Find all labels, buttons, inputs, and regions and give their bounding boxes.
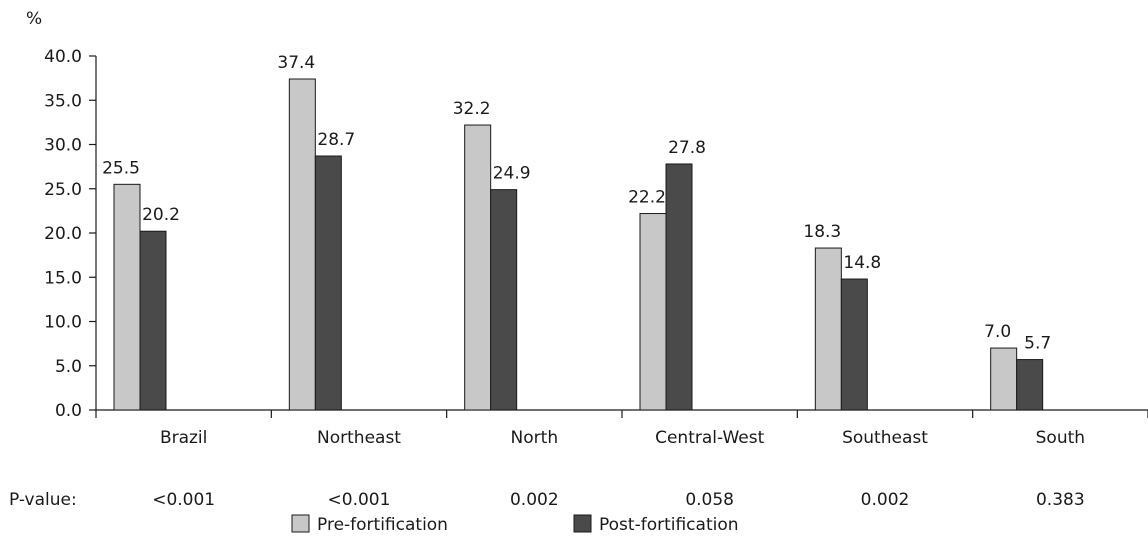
post-fortification-bar [490, 189, 518, 411]
p-value: 0.383 [1036, 490, 1085, 510]
pre-fortification-bar [814, 247, 842, 411]
bars: 25.5 20.2 37.4 28.7 32.2 24.9 22.2 27.8 18.314.8… [102, 53, 1051, 411]
p-value-label: P-value: [9, 490, 77, 510]
y-tick-label: 40.0 [44, 47, 82, 67]
legend-swatch-post-fortification [573, 514, 592, 533]
post-fortification-data-label: 24.9 [493, 164, 531, 184]
pre-fortification-bar [113, 183, 141, 411]
legend-swatch-pre-fortification [291, 514, 310, 533]
pre-fortification-bar [639, 213, 667, 411]
post-fortification-data-label: 20.2 [142, 205, 180, 225]
p-value: 0.002 [510, 490, 559, 510]
p-value-row: P-value: <0.001 <0.001 0.002 0.058 0.002 0.38… [9, 490, 1085, 510]
y-tick-label: 25.0 [44, 180, 82, 200]
pre-fortification-data-label: 22.2 [628, 188, 666, 208]
post-fortification-bar [665, 163, 693, 411]
x-axis: Brazil Northeast North Central-West Southeas… [95, 409, 1148, 448]
y-tick-label: 5.0 [55, 357, 82, 377]
pre-fortification-bar [288, 78, 316, 411]
pre-fortification-data-label: 18.3 [803, 222, 841, 242]
p-value: 0.002 [861, 490, 910, 510]
legend-label-post-fortification: Post-fortification [599, 515, 739, 535]
p-value: 0.058 [685, 490, 734, 510]
post-fortification-bar [139, 230, 167, 411]
x-category-label: Northeast [317, 428, 401, 448]
pre-fortification-data-label: 32.2 [453, 99, 491, 119]
y-axis: 0.0 5.0 10.0 15.0 20.0 25.0 30.0 35.0 40.0 [44, 47, 97, 421]
x-category-label: Brazil [160, 428, 207, 448]
x-category-label: North [511, 428, 559, 448]
pre-fortification-data-label: 7.0 [984, 322, 1011, 342]
x-category-label: Southeast [842, 428, 928, 448]
pre-fortification-bar [990, 347, 1018, 411]
post-fortification-data-label: 14.8 [843, 253, 881, 273]
y-tick-label: 10.0 [44, 313, 82, 333]
pre-fortification-data-label: 25.5 [102, 158, 140, 178]
post-fortification-data-label: 28.7 [317, 130, 355, 150]
p-value: <0.001 [152, 490, 215, 510]
post-fortification-data-label: 27.8 [668, 138, 706, 158]
legend-label-pre-fortification: Pre-fortification [317, 515, 448, 535]
pre-fortification-data-label: 37.4 [277, 53, 315, 73]
y-tick-label: 20.0 [44, 224, 82, 244]
legend: Pre-fortification Post-fortification [291, 514, 739, 535]
post-fortification-bar [314, 155, 342, 411]
post-fortification-data-label: 5.7 [1024, 334, 1051, 354]
y-tick-label: 0.0 [55, 401, 82, 421]
y-tick-label: 15.0 [44, 268, 82, 288]
post-fortification-bar [840, 278, 868, 411]
x-category-label: Central-West [655, 428, 764, 448]
x-category-label: South [1036, 428, 1085, 448]
post-fortification-bar [1016, 359, 1044, 411]
y-axis-label: % [26, 9, 42, 29]
y-tick-label: 30.0 [44, 136, 82, 156]
p-value: <0.001 [328, 490, 391, 510]
y-tick-label: 35.0 [44, 91, 82, 111]
pre-fortification-bar [464, 124, 492, 411]
